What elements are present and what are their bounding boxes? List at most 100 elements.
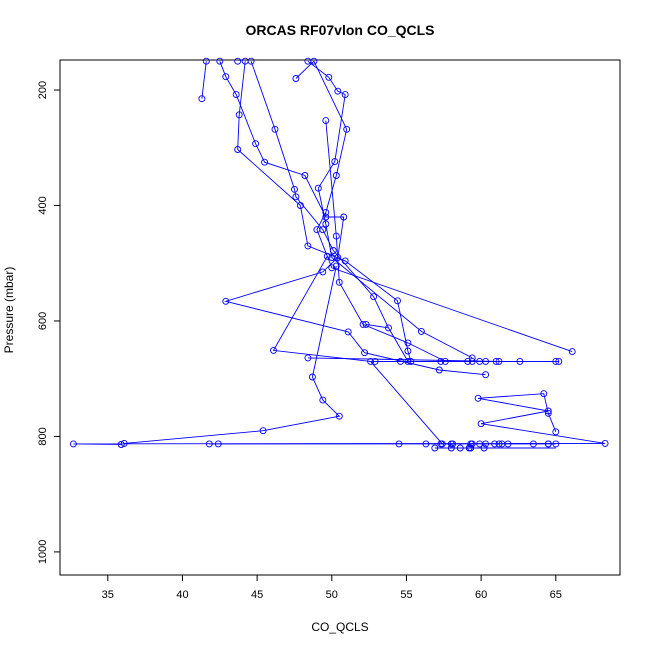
data-point [441,357,449,365]
data-point [247,57,255,65]
data-point [328,264,336,272]
data-point [334,87,342,95]
data-point [252,140,260,148]
data-point [322,117,330,125]
series-line [272,256,559,362]
data-point [555,357,563,365]
x-tick-label: 65 [550,589,562,601]
x-tick-label: 50 [326,589,338,601]
series-line [237,61,412,362]
y-tick-label: 800 [37,427,49,445]
series-line [307,60,473,359]
data-point [334,254,342,261]
data-point [552,357,560,365]
data-point [492,357,500,365]
data-point [480,444,488,452]
y-tick-label: 200 [37,81,49,99]
data-point [407,357,415,365]
data-point [332,262,340,270]
data-point [322,208,330,216]
data-point [271,125,279,133]
series-line [325,120,446,362]
data-point [516,357,524,365]
data-point [331,158,339,166]
series-line [366,323,389,329]
data-point [437,357,445,365]
plot-area [59,59,621,576]
data-point [495,357,503,365]
data-point [371,357,379,365]
data-point [198,95,206,103]
data-point [234,146,242,153]
y-axis: 200 400 600 800 1000 [37,81,60,564]
data-lines [73,60,606,449]
data-point [313,226,321,234]
y-tick-label: 400 [37,196,49,214]
data-point [449,440,457,448]
data-point [447,444,455,452]
data-point [359,320,367,328]
data-point [361,349,369,357]
data-point [343,125,351,133]
data-point [482,357,490,365]
data-point [404,347,412,355]
data-point [477,420,485,428]
data-point [332,232,340,240]
data-point [435,366,443,374]
data-point [417,327,425,335]
data-point [544,440,552,448]
data-point [304,354,312,362]
data-point [385,324,392,332]
data-point [314,184,322,192]
data-point [202,57,210,65]
data-point [601,439,609,447]
data-point [341,257,349,265]
data-point [301,172,309,179]
data-point [322,220,330,228]
data-point [422,440,430,448]
data-point [270,346,277,354]
data-point [291,185,298,193]
data-point [205,440,213,448]
data-point [482,371,490,379]
data-point [322,213,330,221]
data-point [319,268,327,276]
data-point [310,57,318,65]
data-point [232,91,240,99]
data-point [329,247,337,254]
data-point [341,91,349,99]
x-axis-label: CO_QCLS [311,620,368,634]
series-line [201,61,207,99]
y-tick-label: 600 [37,312,49,330]
data-point [222,73,230,81]
chart-title: ORCAS RF07vlon CO_QCLS [245,22,434,38]
data-point [495,440,503,448]
data-point [304,242,312,250]
data-point [431,444,439,452]
data-point [117,441,125,448]
data-point [308,373,316,381]
data-point [404,357,412,365]
data-point [292,193,300,201]
y-tick-label: 1000 [37,540,49,564]
x-tick-label: 40 [176,589,188,601]
data-point [216,57,224,65]
series-line [295,60,315,79]
data-point [552,440,560,448]
data-point [468,357,476,365]
data-points [69,57,609,452]
data-point [568,348,576,356]
data-point [438,440,446,448]
y-axis-label: Pressure (mbar) [2,267,16,354]
data-point [332,172,340,179]
data-point [474,394,482,402]
data-point [397,357,404,365]
data-point [529,440,537,448]
data-point [335,412,343,420]
data-point [491,440,499,448]
data-point [344,328,352,336]
data-point [234,57,242,65]
series-line [250,61,409,362]
data-point [482,440,490,448]
data-point [214,440,222,448]
